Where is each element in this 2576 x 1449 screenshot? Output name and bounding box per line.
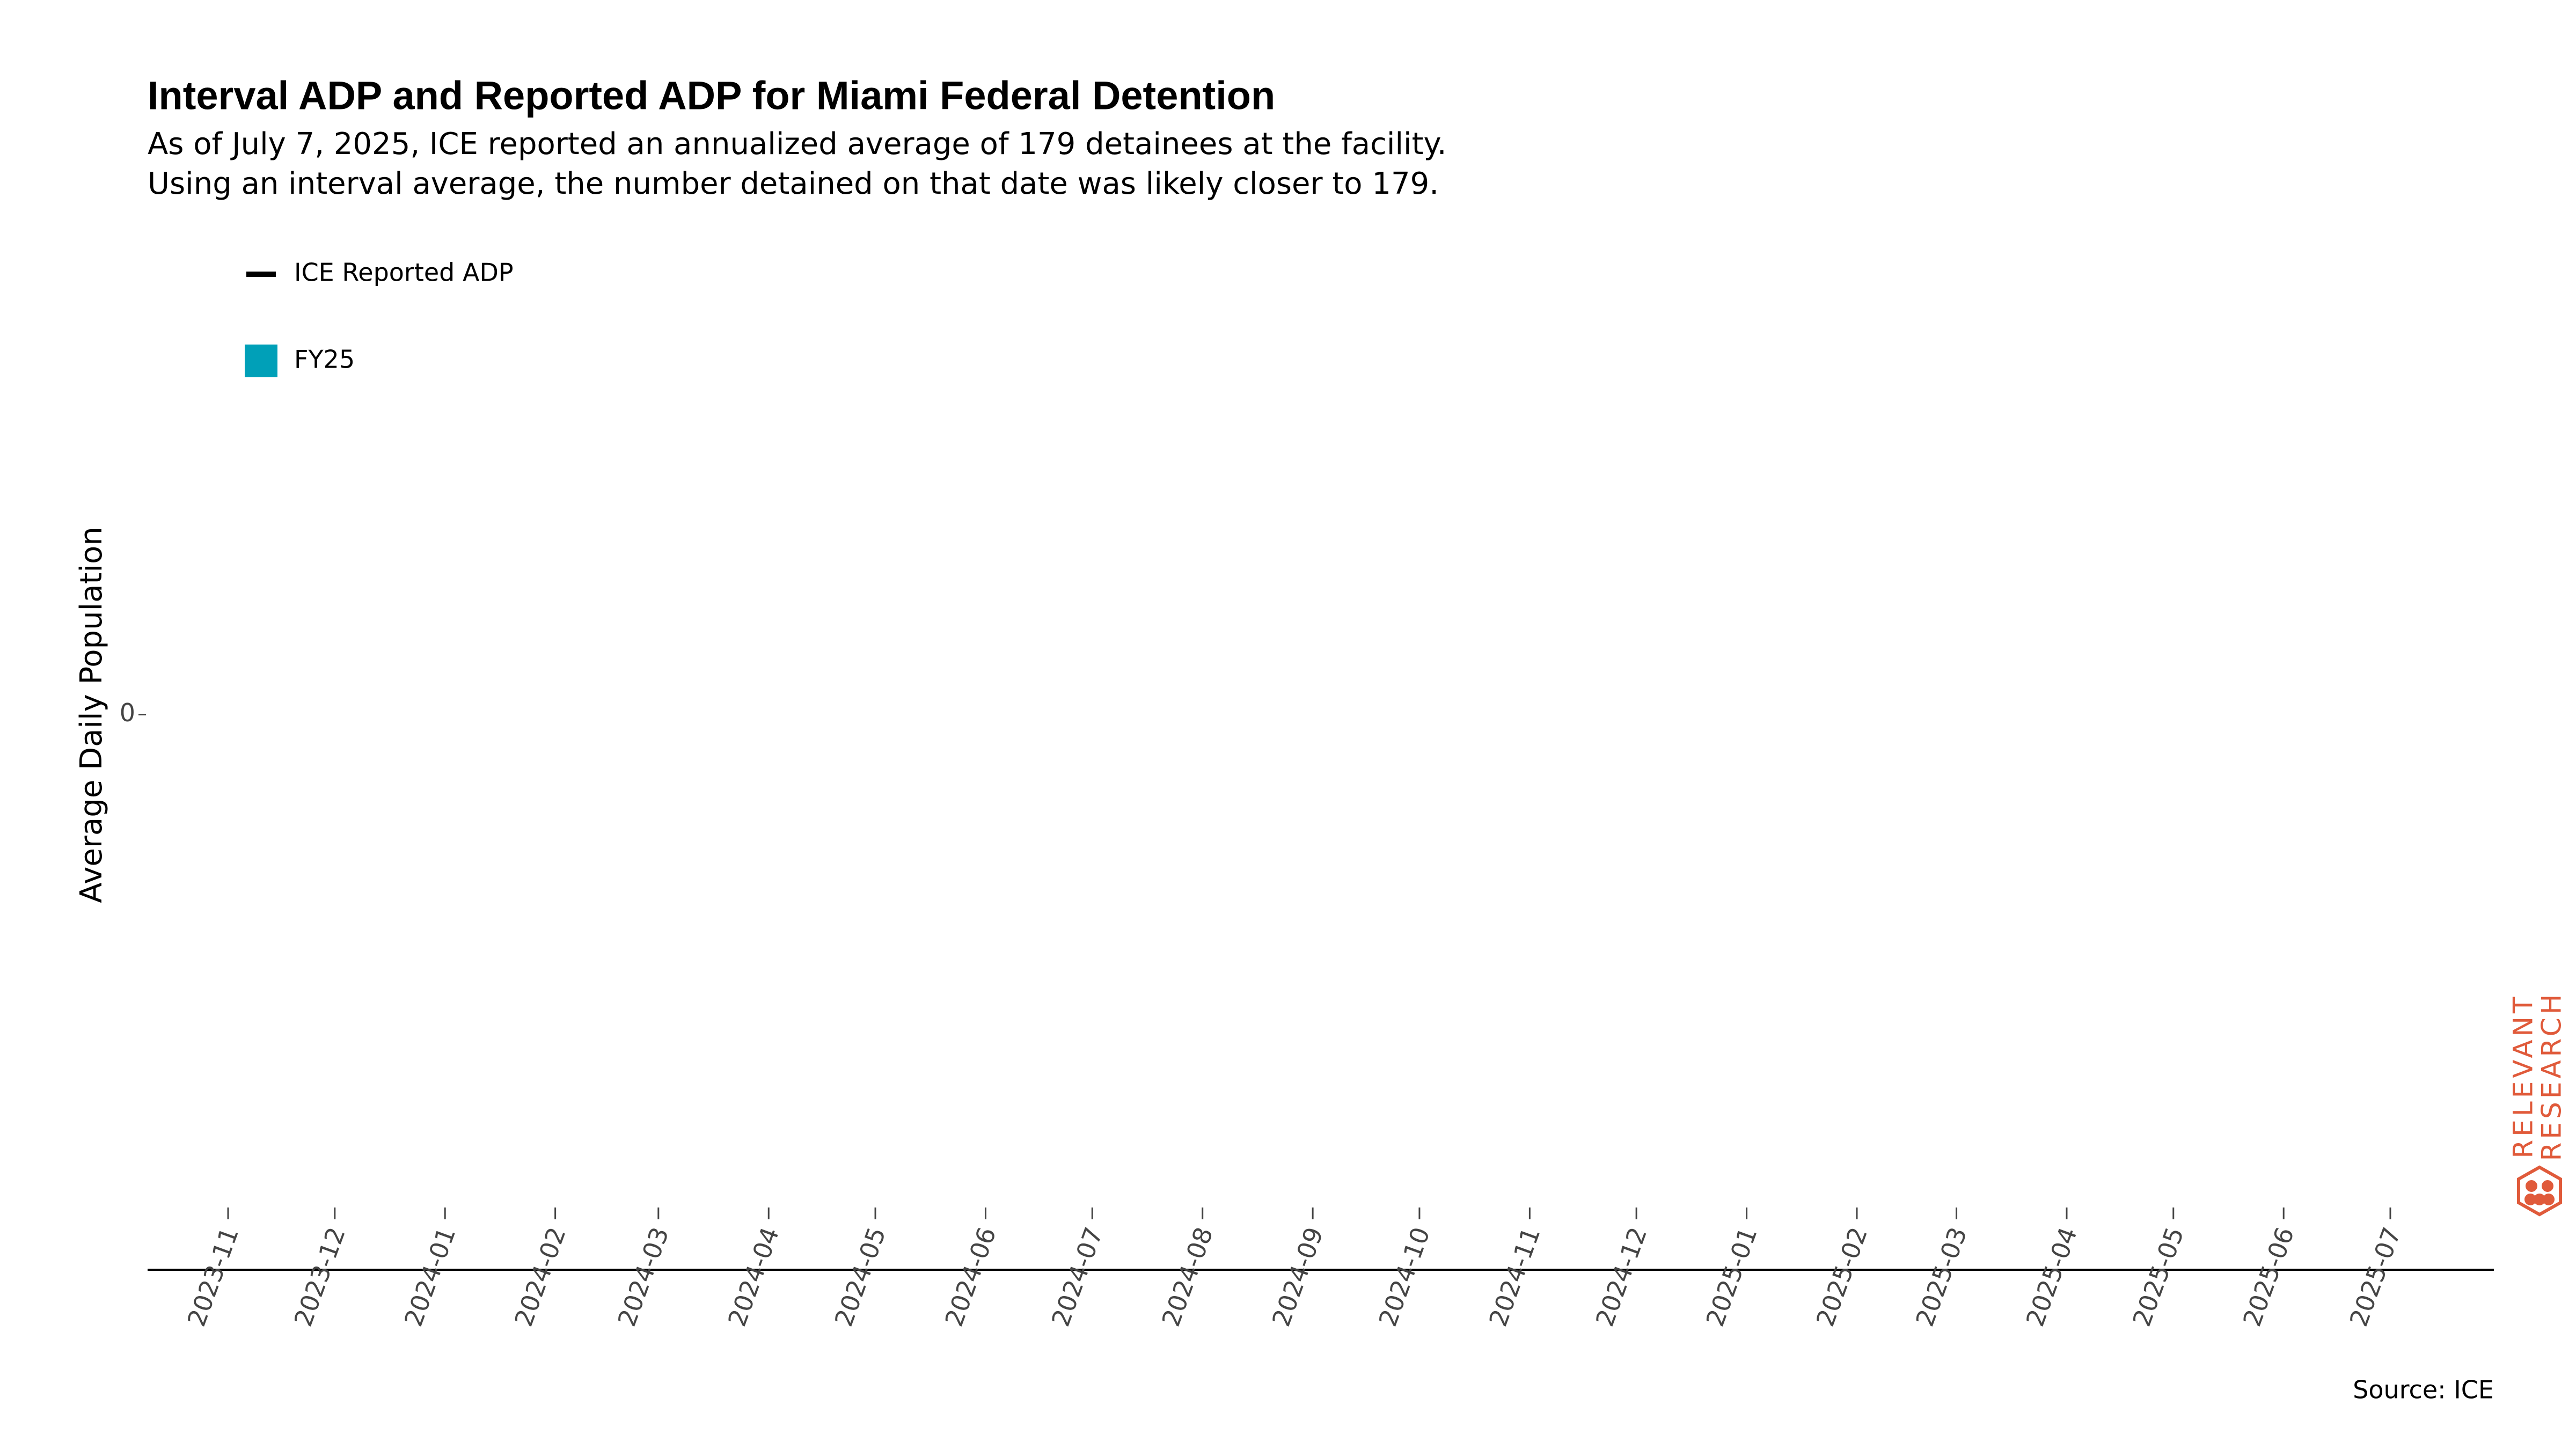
x-tick-label: 2024-10 [1373,1224,1436,1330]
x-tick-label: 2024-11 [1483,1224,1546,1330]
legend-label: FY25 [294,345,355,374]
x-tick-label: 2024-07 [1046,1224,1108,1330]
y-axis-label: Average Daily Population [74,526,109,903]
legend-label: ICE Reported ADP [294,258,514,287]
source: Source: ICE [2353,1375,2494,1404]
x-tick-label: 2024-12 [1590,1224,1652,1330]
x-tick-label: 2024-01 [399,1224,461,1330]
brand: RESEARCH [2536,991,2567,1161]
x-tick-label: 2025-07 [2344,1224,2406,1330]
x-tick-label: 2025-02 [1811,1224,1873,1330]
y-tick-label: 0 [120,698,135,727]
legend-swatch [245,345,277,377]
x-tick-label: 2024-02 [509,1224,571,1330]
x-tick-label: 2025-06 [2237,1224,2300,1330]
x-tick-label: 2023-12 [288,1224,350,1330]
brand: RELEVANT [2508,994,2539,1159]
x-tick-label: 2025-01 [1700,1224,1762,1330]
x-tick-label: 2024-04 [722,1224,785,1330]
x-tick-label: 2023-11 [182,1224,244,1330]
x-tick-label: 2024-05 [829,1224,891,1330]
x-tick-label: 2025-03 [1910,1224,1972,1330]
chart-title: Interval ADP and Reported ADP for Miami … [148,74,1275,118]
x-tick-label: 2025-04 [2021,1224,2083,1330]
x-tick-label: 2024-08 [1156,1224,1218,1330]
subtitle: Using an interval average, the number de… [148,166,1439,201]
x-tick-label: 2024-03 [612,1224,674,1330]
x-tick-label: 2025-05 [2127,1224,2189,1330]
subtitle: As of July 7, 2025, ICE reported an annu… [148,127,1447,162]
x-tick-label: 2024-06 [939,1224,1001,1330]
brand-logo [2517,1165,2562,1217]
x-tick-label: 2024-09 [1267,1224,1329,1330]
